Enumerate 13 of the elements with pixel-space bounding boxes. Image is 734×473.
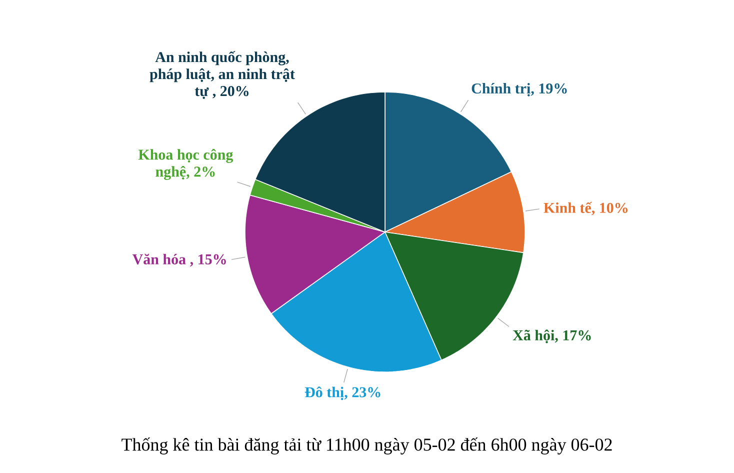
slice-label: Kinh tế — [544, 202, 592, 213]
slice-label: Đô thị — [304, 386, 344, 400]
slice-label: Chính trị — [472, 82, 530, 96]
slice-label: Văn hóa — [132, 254, 186, 264]
slice-label: Xã hội — [512, 330, 554, 344]
data-label: , 20% — [212, 86, 248, 98]
data-label: , 10% — [592, 202, 628, 216]
data-label: , 15% — [190, 254, 226, 267]
data-label: , 2% — [186, 166, 215, 179]
data-label: , 23% — [344, 387, 380, 400]
data-label: , 19% — [530, 83, 567, 96]
data-label: , 17% — [554, 330, 591, 343]
text: Thống kê tin bài đăng tải từ 11h00 ngày 05-02 đến 6h00 ngày 06-02 — [122, 438, 612, 454]
